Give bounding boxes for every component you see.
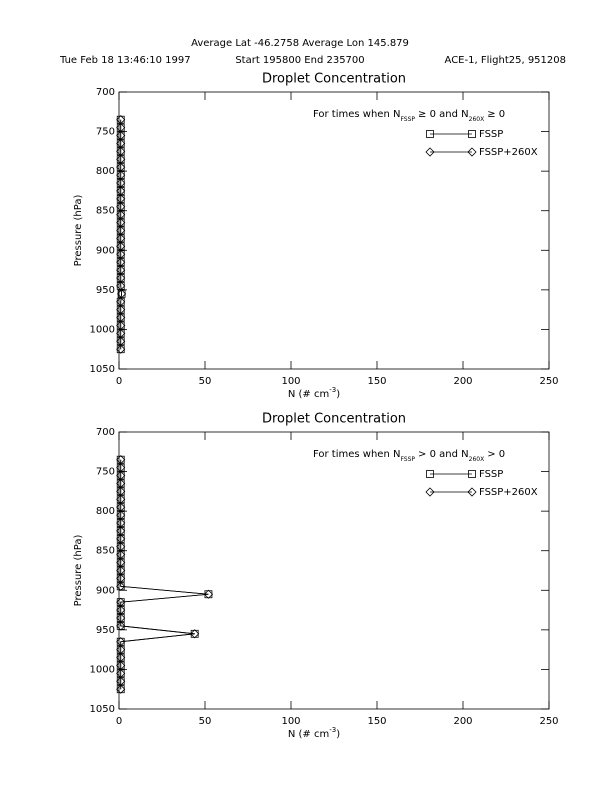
x-axis-label: N (# cm-3) — [288, 726, 340, 740]
series-line — [120, 459, 209, 690]
y-tick-label: 850 — [96, 546, 115, 557]
y-tick-label: 1050 — [90, 364, 115, 375]
legend-label: FSSP+260X — [479, 487, 538, 498]
y-tick-label: 750 — [96, 127, 115, 138]
x-tick-label: 200 — [453, 716, 472, 727]
legend-marker — [467, 487, 477, 497]
y-tick-label: 800 — [96, 166, 115, 177]
y-tick-label: 850 — [96, 206, 115, 217]
note-mid: > 0 and N — [418, 449, 469, 460]
note-prefix: For times when N — [313, 109, 400, 120]
x-label-text: N (# cm — [288, 729, 329, 740]
x-tick-label: 150 — [367, 716, 386, 727]
y-tick-label: 900 — [96, 585, 115, 596]
x-tick-label: 100 — [281, 376, 300, 387]
chart-title: Droplet Concentration — [262, 72, 406, 87]
note-suffix: > 0 — [487, 449, 505, 460]
legend-marker — [468, 130, 476, 138]
legend-label: FSSP+260X — [479, 147, 538, 158]
data-point — [116, 344, 126, 354]
data-point — [117, 289, 127, 299]
date: Tue Feb 18 13:46:10 1997 — [59, 55, 191, 66]
x-tick-label: 150 — [367, 376, 386, 387]
y-axis-label: Pressure (hPa) — [73, 195, 84, 267]
y-tick-label: 1000 — [90, 324, 115, 335]
legend-marker — [425, 487, 435, 497]
data-point — [203, 589, 214, 599]
legend-label: FSSP — [479, 129, 503, 140]
location: Average Lat -46.2758 Average Lon 145.879 — [191, 38, 409, 49]
data-point — [116, 621, 126, 631]
legend-marker — [426, 470, 434, 478]
x-axis-label: N (# cm-3) — [288, 386, 340, 400]
flight: ACE-1, Flight25, 951208 — [445, 55, 566, 66]
y-tick-label: 800 — [96, 506, 115, 517]
x-label-sup: -3 — [329, 386, 336, 394]
y-tick-label: 1000 — [90, 664, 115, 675]
x-label-text: N (# cm — [288, 389, 329, 400]
x-tick-label: 250 — [539, 376, 558, 387]
note-suffix: ≥ 0 — [487, 109, 505, 120]
x-tick-label: 50 — [199, 716, 212, 727]
legend-note: For times when NFSSP ≥ 0 and N260X ≥ 0 — [313, 109, 505, 123]
legend-marker — [426, 130, 434, 138]
legend-marker — [425, 147, 435, 157]
legend-marker — [467, 147, 477, 157]
note-prefix: For times when N — [313, 449, 400, 460]
legend-note: For times when NFSSP > 0 and N260X > 0 — [313, 449, 505, 463]
y-tick-label: 1050 — [90, 704, 115, 715]
x-tick-label: 0 — [116, 376, 122, 387]
series-line — [120, 459, 209, 690]
x-label-end: ) — [336, 389, 340, 400]
y-tick-label: 750 — [96, 467, 115, 478]
x-tick-label: 0 — [116, 716, 122, 727]
data-point — [116, 684, 126, 694]
plot-frame — [118, 431, 550, 710]
data-point — [116, 281, 126, 291]
note-sub: 260X — [469, 456, 485, 463]
note-mid: ≥ 0 and N — [418, 109, 469, 120]
legend-marker — [468, 470, 476, 478]
x-tick-label: 50 — [199, 376, 212, 387]
y-tick-label: 950 — [96, 625, 115, 636]
note-sub: FSSP — [400, 456, 415, 463]
x-label-end: ) — [336, 729, 340, 740]
note-sub: FSSP — [400, 116, 415, 123]
data-point — [190, 629, 200, 639]
x-tick-label: 250 — [539, 716, 558, 727]
y-axis-label: Pressure (hPa) — [73, 535, 84, 607]
note-sub: 260X — [469, 116, 485, 123]
y-tick-label: 700 — [96, 427, 115, 438]
y-tick-label: 900 — [96, 245, 115, 256]
legend-label: FSSP — [479, 469, 503, 480]
x-tick-label: 200 — [453, 376, 472, 387]
plot-frame — [118, 91, 550, 370]
data-point — [116, 581, 126, 591]
times: Start 195800 End 235700 — [235, 55, 364, 66]
x-tick-label: 100 — [281, 716, 300, 727]
chart-title: Droplet Concentration — [262, 412, 406, 427]
y-tick-label: 700 — [96, 87, 115, 98]
x-label-sup: -3 — [329, 726, 336, 734]
y-tick-label: 950 — [96, 285, 115, 296]
